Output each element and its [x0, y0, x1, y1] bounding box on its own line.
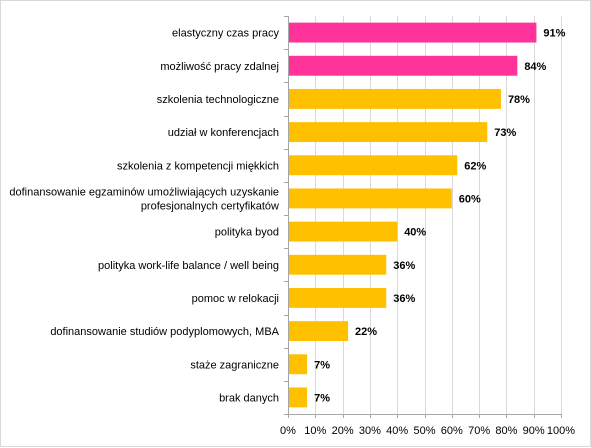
data-label: 91% [543, 28, 565, 40]
category-label: dofinansowanie studiów podyplomowych, MB… [50, 326, 279, 338]
data-label: 84% [524, 61, 546, 73]
data-label: 7% [314, 392, 330, 404]
bar [289, 387, 308, 408]
category-label: staże zagraniczne [190, 359, 279, 371]
x-tick-label: 90% [523, 425, 545, 437]
data-label: 60% [459, 193, 481, 205]
category-label: szkolenia technologiczne [157, 94, 279, 106]
bar [289, 55, 518, 76]
x-tick-label: 20% [332, 425, 354, 437]
bar [289, 287, 387, 308]
axes [284, 16, 562, 418]
category-label: pomoc w relokacji [192, 293, 279, 305]
x-tick-label: 30% [359, 425, 381, 437]
category-label: polityka work-life balance / well being [98, 260, 279, 272]
x-tick-label: 60% [441, 425, 463, 437]
x-tick-label: 0% [280, 425, 296, 437]
category-label: dofinansowanie egzaminów umożliwiających… [9, 186, 279, 198]
bar [289, 354, 308, 375]
bars [289, 22, 537, 408]
bar [289, 122, 488, 143]
bar [289, 321, 349, 342]
data-label: 7% [314, 359, 330, 371]
data-label: 22% [355, 326, 377, 338]
data-label: 40% [404, 227, 426, 239]
bar [289, 254, 387, 275]
category-label: elastyczny czas pracy [172, 28, 279, 40]
x-tick-label: 80% [495, 425, 517, 437]
category-label: szkolenia z kompetencji miękkich [117, 160, 279, 172]
bar [289, 188, 452, 209]
data-label: 62% [464, 160, 486, 172]
bar [289, 88, 501, 109]
x-tick-label: 70% [468, 425, 490, 437]
category-label: brak danych [219, 392, 279, 404]
labels: 0% 10% 20% 30% 40% 50% 60% 70% 80% 90% 100% elastyc… [9, 28, 575, 437]
x-tick-label: 10% [304, 425, 326, 437]
category-label: polityka byod [215, 227, 279, 239]
bar [289, 22, 537, 43]
category-label: profesjonalnych certyfikatów [141, 200, 279, 212]
x-tick-label: 50% [413, 425, 435, 437]
x-tick-label: 100% [547, 425, 575, 437]
category-label: udział w konferencjach [168, 127, 279, 139]
gridlines [315, 16, 562, 414]
data-label: 73% [494, 127, 516, 139]
bar [289, 155, 458, 176]
data-label: 36% [393, 260, 415, 272]
data-label: 36% [393, 293, 415, 305]
x-tick-label: 40% [386, 425, 408, 437]
category-label: możliwość pracy zdalnej [160, 61, 279, 73]
bar [289, 221, 398, 242]
data-label: 78% [508, 94, 530, 106]
